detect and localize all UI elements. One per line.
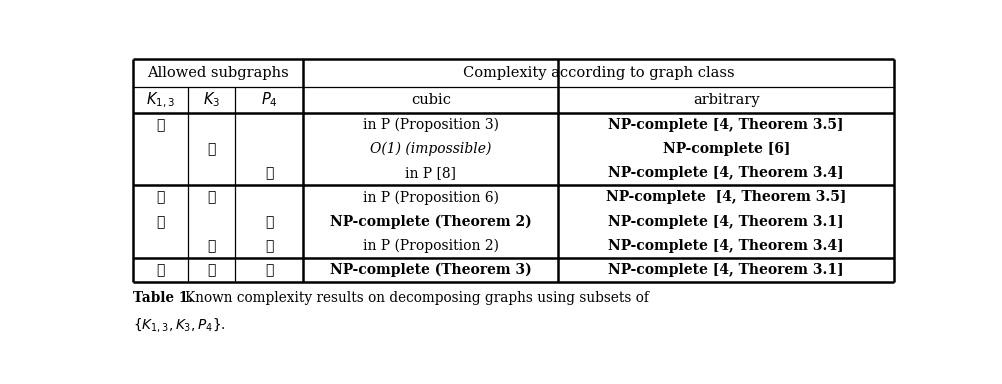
Text: ✓: ✓ <box>156 263 164 277</box>
Text: NP-complete [4, Theorem 3.4]: NP-complete [4, Theorem 3.4] <box>608 239 844 253</box>
Text: in P (Proposition 6): in P (Proposition 6) <box>363 190 499 205</box>
Text: arbitrary: arbitrary <box>693 93 760 107</box>
Text: ✓: ✓ <box>156 190 164 204</box>
Text: $\{K_{1,3}, K_3, P_4\}$.: $\{K_{1,3}, K_3, P_4\}$. <box>133 316 225 334</box>
Text: Allowed subgraphs: Allowed subgraphs <box>147 66 290 80</box>
Text: in P (Proposition 2): in P (Proposition 2) <box>363 239 499 253</box>
Text: Table 1.: Table 1. <box>133 291 193 305</box>
Text: ✓: ✓ <box>266 215 274 229</box>
Text: NP-complete [4, Theorem 3.5]: NP-complete [4, Theorem 3.5] <box>608 118 844 132</box>
Text: ✓: ✓ <box>207 190 215 204</box>
Text: $K_3$: $K_3$ <box>202 91 220 109</box>
Text: ✓: ✓ <box>266 166 274 180</box>
Text: $P_4$: $P_4$ <box>261 91 278 109</box>
Text: NP-complete  [4, Theorem 3.5]: NP-complete [4, Theorem 3.5] <box>606 190 847 204</box>
Text: ✓: ✓ <box>266 239 274 253</box>
Text: in P (Proposition 3): in P (Proposition 3) <box>363 118 499 132</box>
Text: ✓: ✓ <box>207 142 215 156</box>
Text: Complexity according to graph class: Complexity according to graph class <box>463 66 734 80</box>
Text: O(1) (impossible): O(1) (impossible) <box>371 142 492 156</box>
Text: $K_{1,3}$: $K_{1,3}$ <box>146 90 175 110</box>
Text: NP-complete [4, Theorem 3.1]: NP-complete [4, Theorem 3.1] <box>608 263 844 277</box>
Text: Known complexity results on decomposing graphs using subsets of: Known complexity results on decomposing … <box>185 291 649 305</box>
Text: NP-complete [4, Theorem 3.4]: NP-complete [4, Theorem 3.4] <box>608 166 844 180</box>
Text: ✓: ✓ <box>266 263 274 277</box>
Text: NP-complete (Theorem 2): NP-complete (Theorem 2) <box>330 215 532 229</box>
Text: ✓: ✓ <box>156 118 164 132</box>
Text: ✓: ✓ <box>207 239 215 253</box>
Text: in P [8]: in P [8] <box>406 166 457 180</box>
Text: NP-complete [6]: NP-complete [6] <box>662 142 790 156</box>
Text: ✓: ✓ <box>207 263 215 277</box>
Text: NP-complete (Theorem 3): NP-complete (Theorem 3) <box>330 263 532 277</box>
Text: ✓: ✓ <box>156 215 164 229</box>
Text: NP-complete [4, Theorem 3.1]: NP-complete [4, Theorem 3.1] <box>608 215 844 229</box>
Text: cubic: cubic <box>411 93 451 107</box>
